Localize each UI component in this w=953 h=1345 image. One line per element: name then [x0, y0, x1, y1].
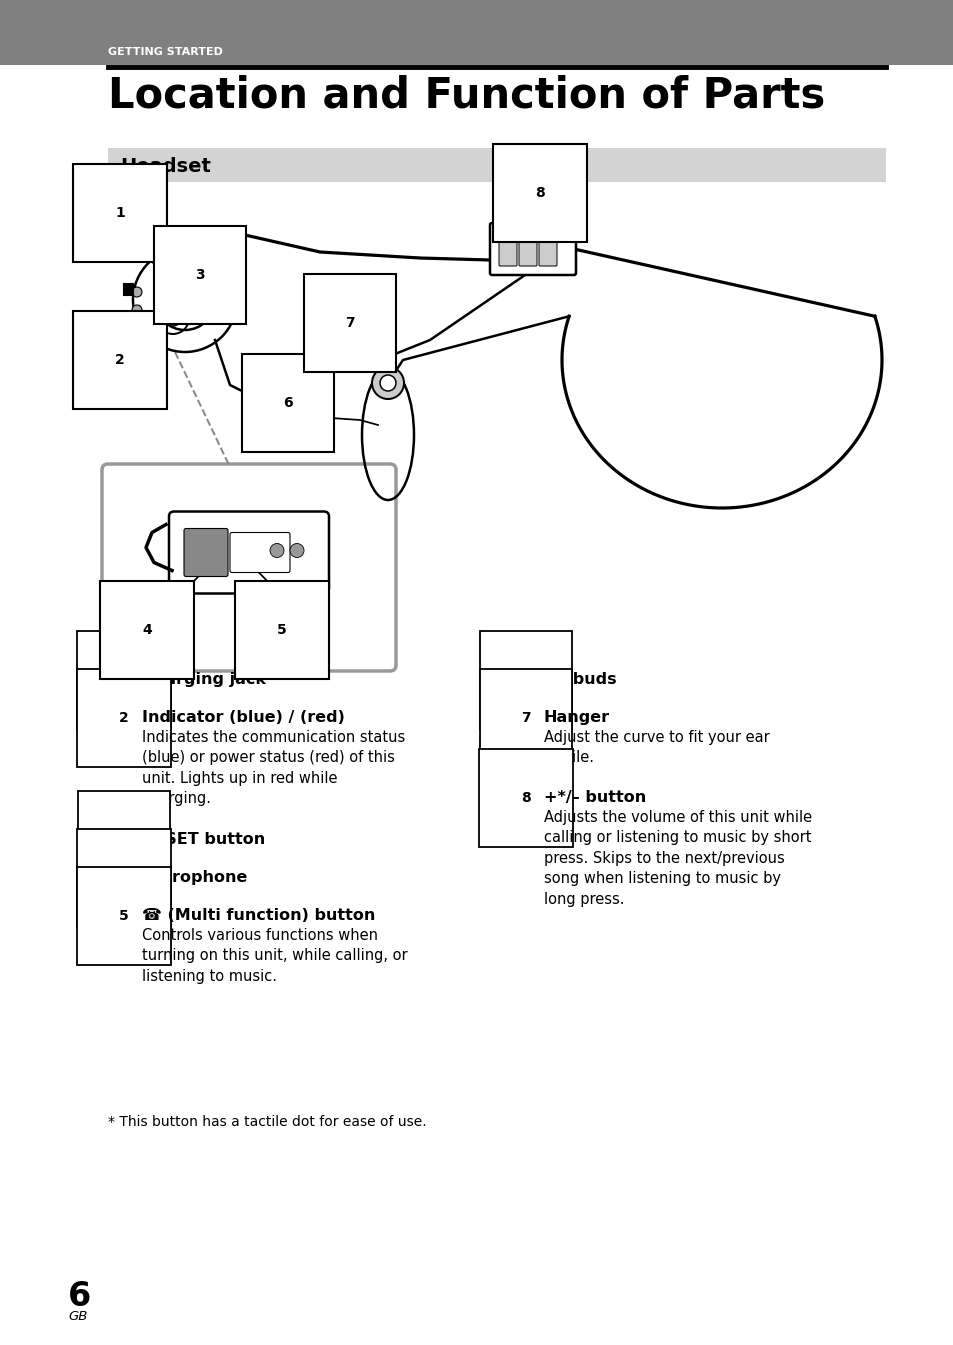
Text: +*/– button: +*/– button — [543, 790, 645, 806]
Circle shape — [132, 305, 142, 315]
FancyBboxPatch shape — [102, 464, 395, 671]
FancyBboxPatch shape — [230, 533, 290, 573]
Text: 4: 4 — [142, 623, 152, 638]
Circle shape — [290, 543, 304, 557]
Text: Charging jack: Charging jack — [142, 672, 266, 687]
Text: 1: 1 — [115, 206, 125, 221]
FancyBboxPatch shape — [169, 511, 329, 593]
FancyBboxPatch shape — [498, 242, 517, 266]
Text: 2: 2 — [115, 352, 125, 367]
Text: 3: 3 — [195, 268, 205, 282]
Circle shape — [270, 543, 284, 557]
Text: 2: 2 — [119, 712, 129, 725]
FancyBboxPatch shape — [490, 223, 576, 274]
Text: 8: 8 — [535, 186, 544, 200]
Text: 4: 4 — [119, 872, 129, 885]
Text: * This button has a tactile dot for ease of use.: * This button has a tactile dot for ease… — [108, 1115, 426, 1128]
Text: GETTING STARTED: GETTING STARTED — [108, 47, 223, 56]
Text: ☎ (Multi function) button: ☎ (Multi function) button — [142, 908, 375, 923]
Text: Hanger: Hanger — [543, 710, 610, 725]
Text: Location and Function of Parts: Location and Function of Parts — [108, 75, 824, 117]
Text: Controls various functions when
turning on this unit, while calling, or
listenin: Controls various functions when turning … — [142, 928, 407, 983]
Text: 1: 1 — [119, 672, 129, 687]
Bar — [108, 148, 885, 182]
Circle shape — [379, 375, 395, 391]
FancyBboxPatch shape — [184, 529, 228, 577]
Text: 3: 3 — [119, 833, 129, 847]
Text: RESET button: RESET button — [142, 833, 265, 847]
Text: Adjust the curve to fit your ear
profile.: Adjust the curve to fit your ear profile… — [543, 730, 769, 765]
Bar — [0, 0, 953, 65]
Text: 7: 7 — [345, 316, 355, 330]
Text: Indicator (blue) / (red): Indicator (blue) / (red) — [142, 710, 345, 725]
Text: Microphone: Microphone — [142, 870, 248, 885]
Text: Headset: Headset — [120, 156, 211, 175]
Circle shape — [132, 286, 142, 297]
FancyBboxPatch shape — [538, 242, 557, 266]
Text: Adjusts the volume of this unit while
calling or listening to music by short
pre: Adjusts the volume of this unit while ca… — [543, 810, 811, 907]
FancyBboxPatch shape — [518, 242, 537, 266]
Text: 7: 7 — [520, 712, 530, 725]
Text: 6: 6 — [520, 672, 530, 687]
Text: 5: 5 — [276, 623, 287, 638]
Text: 8: 8 — [520, 791, 530, 806]
Text: 6: 6 — [68, 1280, 91, 1313]
Circle shape — [372, 367, 403, 399]
Text: Earbuds: Earbuds — [543, 672, 617, 687]
Text: 5: 5 — [119, 909, 129, 923]
FancyBboxPatch shape — [123, 282, 132, 295]
Text: GB: GB — [68, 1310, 88, 1323]
Text: 6: 6 — [283, 395, 293, 410]
Text: Indicates the communication status
(blue) or power status (red) of this
unit. Li: Indicates the communication status (blue… — [142, 730, 405, 806]
